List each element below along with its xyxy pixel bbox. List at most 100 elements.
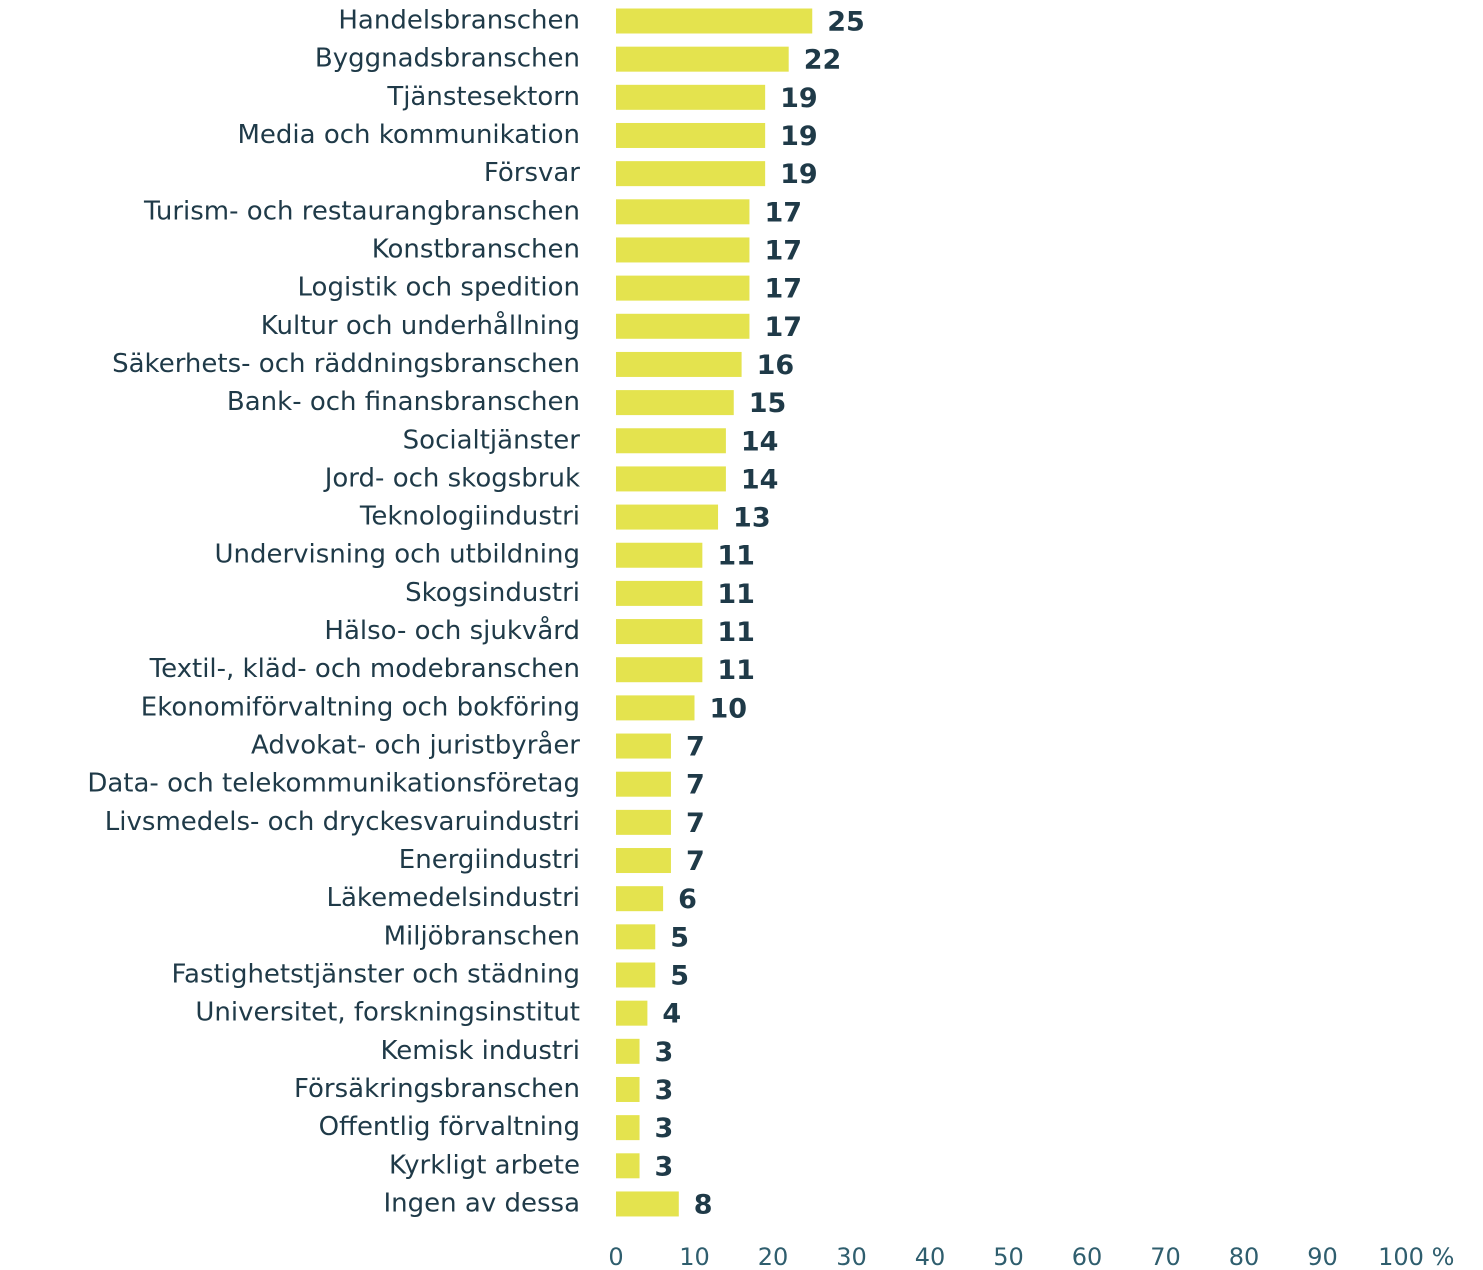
value-label: 11	[717, 617, 755, 648]
bar	[616, 84, 766, 110]
bar	[616, 161, 766, 187]
category-label: Energiindustri	[399, 845, 580, 875]
x-tick-label: 40	[915, 1243, 946, 1270]
x-tick-label: 90	[1307, 1243, 1338, 1270]
category-label: Livsmedels- och dryckesvaruindustri	[105, 807, 580, 837]
bar	[616, 1076, 640, 1102]
x-tick-label: 10	[679, 1243, 710, 1270]
category-label: Kyrkligt arbete	[389, 1150, 580, 1180]
value-label: 3	[655, 1037, 674, 1068]
value-label: 7	[686, 808, 705, 839]
bar	[616, 657, 703, 683]
value-label: 5	[670, 961, 689, 992]
bar	[616, 619, 703, 645]
value-label: 3	[655, 1151, 674, 1182]
bar	[616, 1115, 640, 1141]
category-label: Tjänstesektorn	[386, 82, 580, 112]
bar	[616, 886, 664, 912]
bar	[616, 46, 789, 72]
value-label: 17	[764, 312, 802, 343]
value-label: 13	[733, 503, 771, 534]
value-label: 22	[804, 45, 842, 76]
value-label: 3	[655, 1113, 674, 1144]
value-label: 11	[717, 579, 755, 610]
category-label: Textil-, kläd- och modebranschen	[149, 654, 580, 684]
category-label: Universitet, forskningsinstitut	[195, 998, 580, 1028]
bar	[616, 1000, 648, 1026]
value-label: 11	[717, 655, 755, 686]
category-label: Miljöbranschen	[384, 921, 580, 951]
bar	[616, 428, 726, 454]
bar	[616, 390, 734, 416]
category-label: Bank- och finansbranschen	[227, 387, 580, 417]
value-label: 14	[741, 426, 779, 457]
x-tick-label: 20	[758, 1243, 789, 1270]
bar	[616, 542, 703, 568]
value-label: 15	[749, 388, 787, 419]
category-label: Kultur och underhållning	[261, 310, 580, 341]
bar	[616, 275, 750, 301]
category-label: Data- och telekommunikationsföretag	[87, 769, 580, 799]
bar	[616, 695, 695, 721]
category-label: Ekonomiförvaltning och bokföring	[141, 692, 580, 722]
value-label: 7	[686, 846, 705, 877]
bar	[616, 733, 671, 759]
value-label: 4	[662, 999, 681, 1030]
category-label: Ingen av dessa	[384, 1188, 581, 1218]
category-label: Offentlig förvaltning	[319, 1112, 580, 1142]
category-label: Undervisning och utbildning	[214, 540, 580, 570]
bar	[616, 809, 671, 835]
x-tick-label: 80	[1229, 1243, 1260, 1270]
value-label: 19	[780, 121, 818, 152]
value-label: 10	[710, 693, 748, 724]
category-label: Handelsbranschen	[338, 6, 580, 36]
bar	[616, 313, 750, 339]
value-label: 17	[764, 235, 802, 266]
category-label: Media och kommunikation	[237, 120, 580, 150]
bar	[616, 848, 671, 874]
value-label: 25	[827, 7, 865, 38]
value-label: 5	[670, 922, 689, 953]
bar	[616, 580, 703, 606]
value-label: 7	[686, 770, 705, 801]
bar	[616, 924, 656, 950]
bar	[616, 199, 750, 225]
value-label: 16	[757, 350, 795, 381]
bar	[616, 1191, 679, 1217]
x-tick-label: 60	[1072, 1243, 1103, 1270]
category-label: Teknologiindustri	[359, 502, 580, 532]
category-label: Försäkringsbranschen	[294, 1074, 580, 1104]
x-axis-unit: %	[1432, 1243, 1455, 1270]
bar	[616, 466, 726, 492]
x-tick-label: 100	[1378, 1243, 1424, 1270]
bar	[616, 237, 750, 263]
value-label: 7	[686, 732, 705, 763]
x-tick-label: 0	[608, 1243, 623, 1270]
value-label: 14	[741, 464, 779, 495]
value-label: 3	[655, 1075, 674, 1106]
bar	[616, 504, 719, 530]
category-label: Jord- och skogsbruk	[323, 463, 580, 493]
category-label: Logistik och spedition	[298, 273, 580, 303]
category-label: Fastighetstjänster och städning	[171, 960, 580, 990]
value-label: 19	[780, 159, 818, 190]
value-label: 6	[678, 884, 697, 915]
category-label: Advokat- och juristbyråer	[251, 730, 580, 761]
value-label: 19	[780, 83, 818, 114]
category-label: Skogsindustri	[405, 578, 580, 608]
bar	[616, 351, 742, 377]
category-label: Turism- och restaurangbranschen	[143, 196, 580, 226]
bar	[616, 1153, 640, 1179]
bar	[616, 962, 656, 988]
bar	[616, 1038, 640, 1064]
category-label: Läkemedelsindustri	[327, 883, 580, 913]
bar	[616, 771, 671, 797]
x-tick-label: 50	[993, 1243, 1024, 1270]
x-tick-label: 30	[836, 1243, 867, 1270]
bar	[616, 8, 813, 34]
value-label: 17	[764, 274, 802, 305]
value-label: 8	[694, 1189, 713, 1220]
category-label: Säkerhets- och räddningsbranschen	[112, 349, 580, 379]
x-tick-label: 70	[1150, 1243, 1181, 1270]
